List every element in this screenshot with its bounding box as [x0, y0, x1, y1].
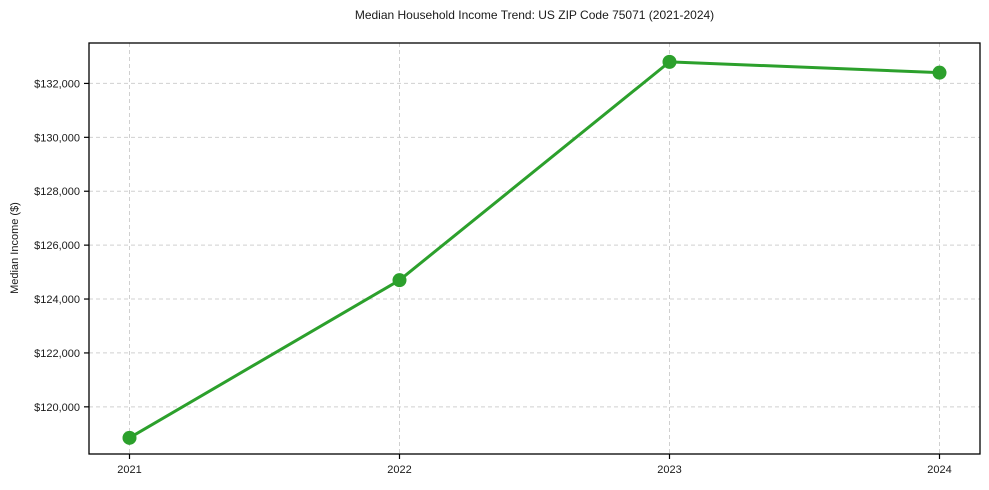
- trend-line: [128, 60, 941, 440]
- y-tick-label: $126,000: [34, 240, 80, 252]
- y-tick-label: $120,000: [34, 402, 80, 414]
- y-tick-label: $122,000: [34, 348, 80, 360]
- y-tick-label: $130,000: [34, 132, 80, 144]
- x-tick-label: 2024: [927, 464, 951, 476]
- data-point-marker: [932, 65, 947, 80]
- y-tick-label: $128,000: [34, 186, 80, 198]
- x-tick-label: 2022: [387, 464, 411, 476]
- plot-border: [88, 42, 981, 455]
- data-point-marker: [122, 430, 137, 445]
- data-point-marker: [392, 273, 407, 288]
- x-tick-label: 2023: [657, 464, 681, 476]
- data-point-marker: [662, 54, 677, 69]
- chart-title: Median Household Income Trend: US ZIP Co…: [354, 8, 715, 22]
- y-tick-label: $124,000: [34, 294, 80, 306]
- y-tick-label: $132,000: [34, 78, 80, 90]
- x-tick-label: 2021: [117, 464, 141, 476]
